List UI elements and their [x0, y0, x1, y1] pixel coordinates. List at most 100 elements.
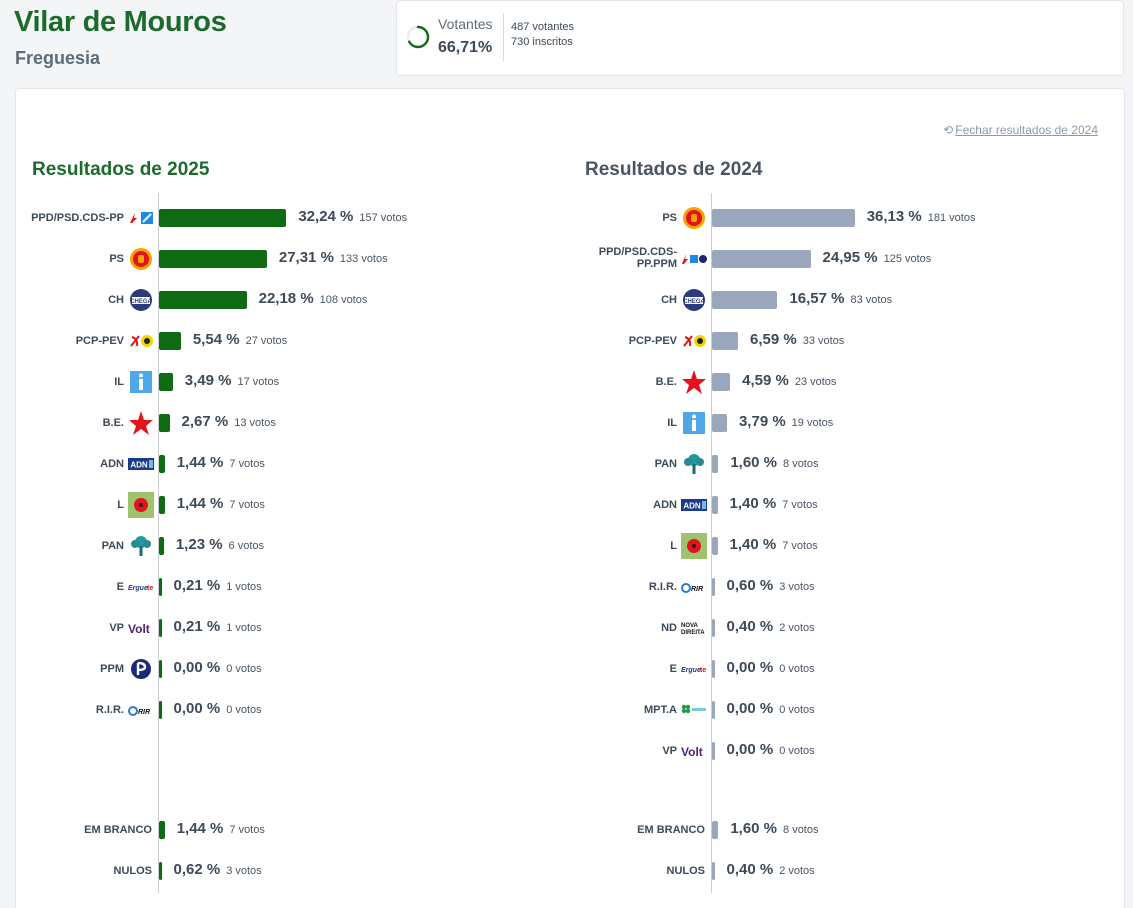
- close-2024-results-link[interactable]: ⟲ Fechar resultados de 2024: [943, 123, 1098, 137]
- close-link-label: Fechar resultados de 2024: [955, 123, 1098, 137]
- result-bar: [712, 537, 718, 555]
- result-percent: 0,40 % 2 votos: [727, 861, 815, 878]
- votes-count: 0 votos: [779, 745, 815, 757]
- party-name: CH: [661, 294, 677, 306]
- party-row-nd: ND NOVA DIREITA 0,40 % 2 votos: [661, 616, 815, 640]
- party-row-l: L 1,40 % 7 votos: [670, 533, 818, 559]
- result-bar: [712, 455, 719, 473]
- percent-value: 0,40 %: [726, 861, 774, 878]
- votes-count: 0 votos: [226, 704, 262, 716]
- percent-value: 24,95 %: [822, 249, 878, 266]
- cdu-logo: [128, 329, 154, 353]
- result-bar: [712, 250, 811, 268]
- result-percent: 1,23 % 6 votos: [176, 536, 264, 553]
- results-2025-title: Resultados de 2025: [32, 159, 210, 180]
- result-percent: 24,95 % 125 votos: [823, 249, 932, 266]
- votes-count: 33 votos: [802, 335, 845, 347]
- percent-value: 22,18 %: [258, 290, 314, 307]
- party-row-pcp-pev: PCP-PEV 6,59 % 33 votos: [629, 329, 844, 353]
- percent-value: 2,67 %: [181, 413, 229, 430]
- percent-value: 0,40 %: [726, 618, 774, 635]
- party-row-ppd-psd-cds-pp-ppm: PPD/PSD.CDS-PP.PPM 24,95 % 125 votos: [599, 246, 932, 271]
- party-name: VP: [662, 745, 677, 757]
- votes-count: 1 votos: [226, 622, 262, 634]
- party-row-pan: PAN 1,23 % 6 votos: [102, 534, 264, 558]
- votes-count: 7 votos: [229, 458, 265, 470]
- result-percent: 0,62 % 3 votos: [174, 861, 262, 878]
- result-bar: [159, 578, 162, 596]
- party-row-e: E Ergue te 0,21 % 1 votos: [117, 575, 262, 599]
- percent-value: 0,00 %: [173, 700, 221, 717]
- party-row-pcp-pev: PCP-PEV 5,54 % 27 votos: [76, 329, 287, 353]
- party-name: EM BRANCO: [637, 824, 705, 836]
- il-logo: [681, 411, 707, 435]
- ppm-logo: [128, 657, 154, 681]
- percent-value: 1,60 %: [730, 454, 778, 471]
- result-bar: [159, 250, 267, 268]
- party-row-r-i-r: R.I.R. RIR 0,00 % 0 votos: [96, 698, 262, 722]
- party-name: PCP-PEV: [75, 335, 124, 347]
- votes-count: 3 votos: [226, 865, 262, 877]
- party-row-il: IL 3,49 % 17 votos: [114, 370, 279, 394]
- percent-value: 6,59 %: [750, 331, 797, 348]
- result-percent: 22,18 % 108 votos: [259, 290, 368, 307]
- turnout-label: Votantes: [438, 16, 493, 32]
- volt-logo: Volt: [681, 739, 707, 763]
- percent-value: 1,44 %: [176, 820, 224, 837]
- psd-cds-logo: [128, 206, 154, 230]
- percent-value: 1,60 %: [730, 820, 778, 837]
- votes-count: 125 votos: [883, 253, 932, 265]
- party-row-ppd-psd-cds-pp: PPD/PSD.CDS-PP 32,24 % 157 votos: [31, 206, 407, 230]
- votes-count: 157 votos: [359, 212, 408, 224]
- page-title: Vilar de Mouros: [14, 6, 227, 38]
- svg-text:CHEGA: CHEGA: [683, 299, 705, 305]
- result-percent: 2,67 % 13 votos: [182, 413, 276, 430]
- party-name: R.I.R.: [648, 581, 677, 593]
- svg-text:Volt: Volt: [681, 745, 703, 758]
- result-percent: 16,57 % 83 votos: [789, 290, 892, 307]
- votes-count: 2 votos: [779, 622, 815, 634]
- party-name: MPT.A: [644, 704, 677, 716]
- votes-count: 0 votos: [779, 663, 815, 675]
- result-bar: [159, 862, 162, 880]
- ergue-te-logo: Ergue te: [128, 575, 154, 599]
- party-name: L: [670, 540, 677, 552]
- percent-value: 5,54 %: [192, 331, 240, 348]
- result-percent: 1,60 % 8 votos: [730, 820, 818, 837]
- livre-logo: [128, 492, 154, 518]
- nova-direita-logo: NOVA DIREITA: [681, 616, 707, 640]
- votes-count: 0 votos: [226, 663, 262, 675]
- votes-count: 133 votos: [339, 253, 388, 265]
- svg-text:Volt: Volt: [128, 622, 150, 635]
- turnout-progress-ring: [406, 25, 430, 49]
- party-name: PS: [662, 212, 677, 224]
- result-percent: 0,00 % 0 votos: [174, 659, 262, 676]
- volt-logo: Volt: [128, 616, 154, 640]
- party-name: IL: [114, 376, 124, 388]
- result-bar: [712, 291, 778, 309]
- result-percent: 1,40 % 7 votos: [730, 536, 818, 553]
- votes-count: 0 votos: [779, 704, 815, 716]
- votes-count: 8 votos: [783, 458, 819, 470]
- party-row-vp: VP Volt 0,21 % 1 votos: [109, 616, 262, 640]
- result-percent: 0,00 % 0 votos: [727, 659, 815, 676]
- party-name: R.I.R.: [95, 704, 124, 716]
- votes-count: 17 votos: [237, 376, 280, 388]
- result-percent: 0,00 % 0 votos: [174, 700, 262, 717]
- party-row-ch: CH CHEGA 16,57 % 83 votos: [661, 288, 892, 312]
- results_2025-axis: [158, 193, 159, 893]
- result-percent: 3,49 % 17 votos: [185, 372, 279, 389]
- result-bar: [712, 209, 855, 227]
- result-percent: 32,24 % 157 votos: [298, 208, 407, 225]
- party-name: EM BRANCO: [84, 824, 152, 836]
- page-subtitle: Freguesia: [15, 48, 101, 68]
- chega-logo: CHEGA: [681, 288, 707, 312]
- divider: [503, 13, 504, 61]
- registered-count: 730 inscritos: [511, 36, 573, 48]
- party-row-r-i-r: R.I.R. RIR 0,60 % 3 votos: [649, 575, 815, 599]
- result-percent: 1,44 % 7 votos: [177, 495, 265, 512]
- ps-logo: [128, 247, 154, 271]
- party-row-e: E Ergue te 0,00 % 0 votos: [670, 657, 815, 681]
- percent-value: 1,40 %: [729, 536, 777, 553]
- result-bar: [159, 619, 162, 637]
